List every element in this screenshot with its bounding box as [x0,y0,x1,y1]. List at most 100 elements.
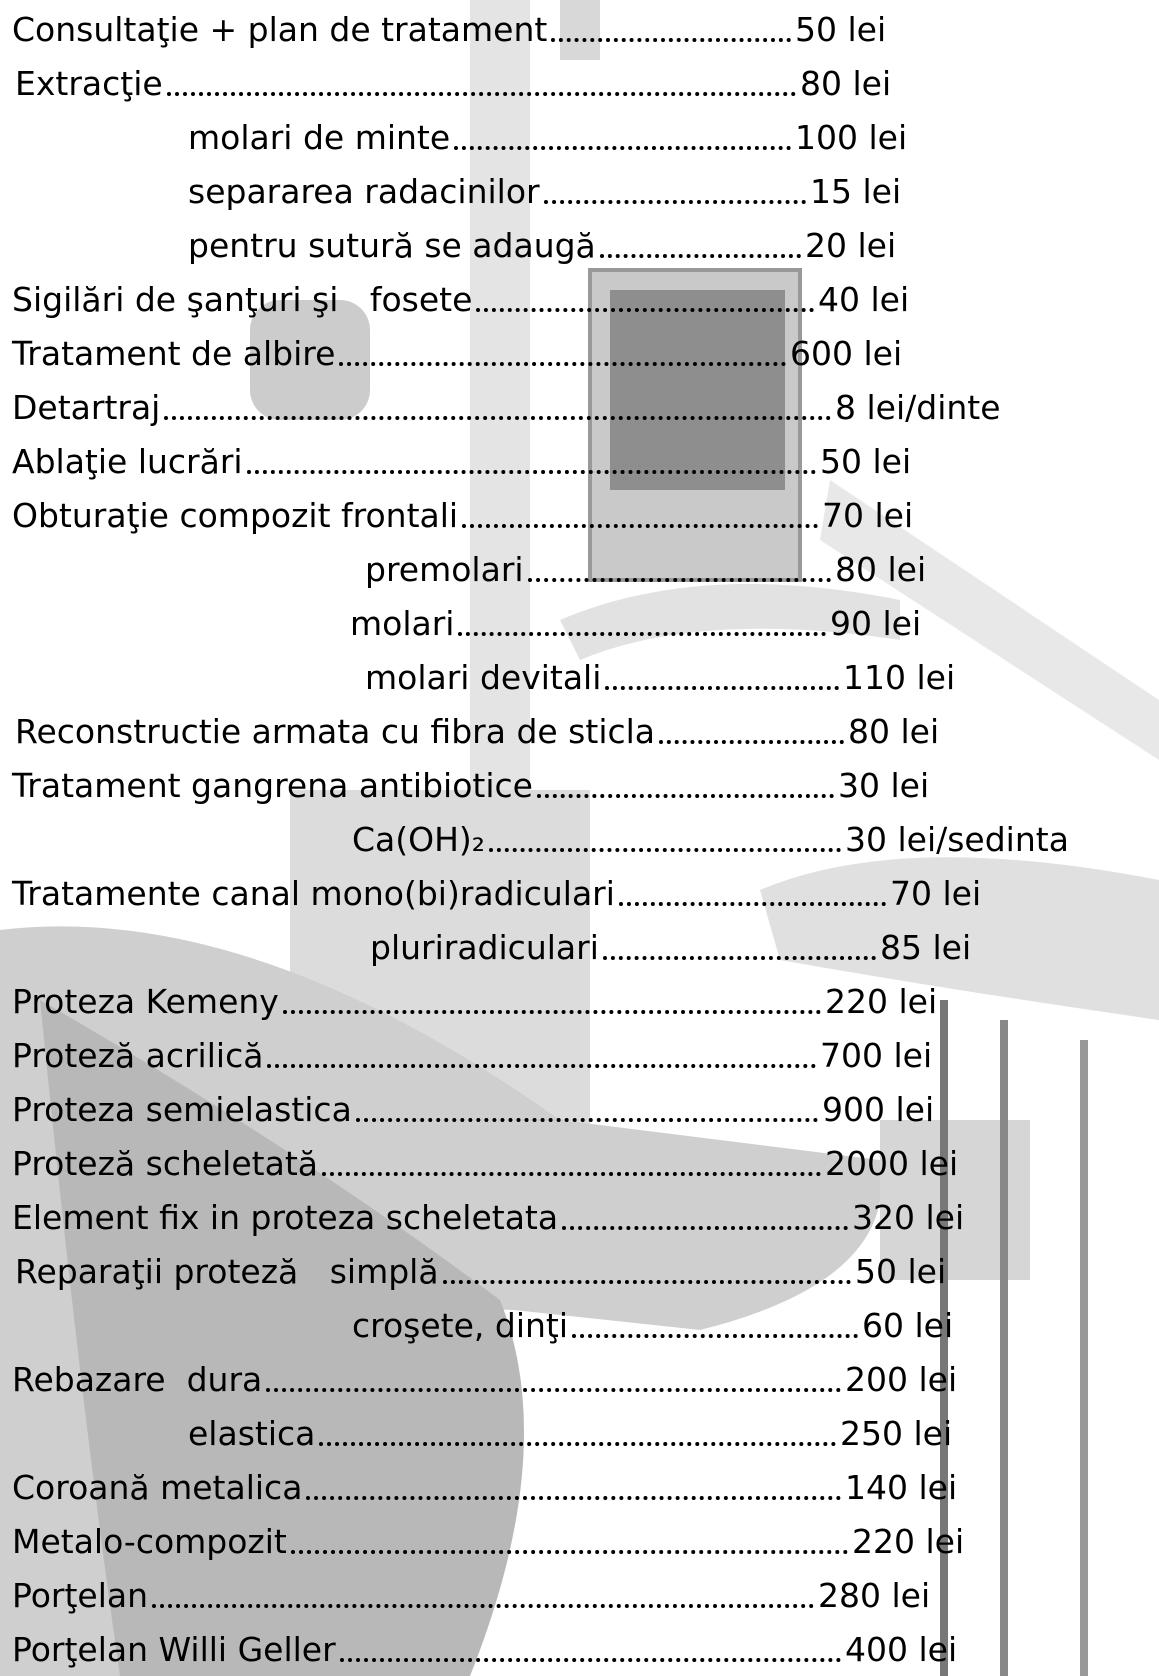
service-price: 80 lei [848,712,940,751]
service-price: 900 lei [822,1090,935,1129]
service-label: Tratament de albire [12,334,336,373]
service-price: 140 lei [845,1468,958,1507]
service-label: Tratament gangrena antibiotice [12,766,533,805]
price-row: Sigilări de şanţuri şi fosete 40 lei [0,278,1159,322]
price-row: Proteză acrilică 700 lei [0,1034,1159,1078]
price-row: pluriradiculari 85 lei [0,926,1159,970]
service-label: Proteza semielastica [12,1090,352,1129]
service-price: 60 lei [862,1306,954,1345]
price-row: molari de minte 100 lei [0,116,1159,160]
service-price: 100 lei [795,118,908,157]
service-price: 50 lei [795,10,887,49]
dot-leader [356,1118,818,1122]
dot-leader [537,794,834,798]
service-price: 220 lei [825,982,938,1021]
service-price: 85 lei [880,928,972,967]
service-label: Reconstructie armata cu fibra de sticla [15,712,656,751]
dot-leader [167,92,796,96]
dot-leader [339,362,786,366]
dot-leader [551,38,791,42]
price-row: molari devitali 110 lei [0,656,1159,700]
service-price: 320 lei [852,1198,965,1237]
service-label: Coroană metalica [12,1468,303,1507]
service-price: 200 lei [845,1360,958,1399]
service-label: molari [350,604,455,643]
service-price: 280 lei [818,1576,931,1615]
service-price: 110 lei [843,658,956,697]
dot-leader [605,686,839,690]
service-price: 30 lei [838,766,930,805]
service-label: pluriradiculari [370,928,599,967]
dot-leader [291,1550,848,1554]
service-label: Extracţie [15,64,163,103]
dot-leader [164,416,831,420]
service-price: 700 lei [820,1036,933,1075]
service-price: 50 lei [820,442,912,481]
dot-leader [306,1496,841,1500]
dot-leader [319,1442,836,1446]
service-label: Proteză acrilică [12,1036,264,1075]
service-price: 8 lei/dinte [835,388,1001,427]
dot-leader [544,200,806,204]
price-row: elastica 250 lei [0,1412,1159,1456]
price-row: Ablaţie lucrări 50 lei [0,440,1159,484]
service-price: 30 lei/sedinta [845,820,1069,859]
service-label: Porţelan Willi Geller [12,1630,336,1669]
price-row: Metalo-compozit 220 lei [0,1520,1159,1564]
service-label: elastica [188,1414,316,1453]
service-label: pentru sutură se adaugă [188,226,596,265]
price-row: Obturaţie compozit frontali 70 lei [0,494,1159,538]
price-row: Proteza Kemeny 220 lei [0,980,1159,1024]
service-label: Element fix in proteza scheletata [12,1198,559,1237]
price-row: Porţelan Willi Geller 400 lei [0,1628,1159,1672]
service-label: separarea radacinilor [188,172,540,211]
price-row: Element fix in proteza scheletata 320 lei [0,1196,1159,1240]
price-row: Rebazare dura 200 lei [0,1358,1159,1402]
dot-leader [462,524,818,528]
service-label: Reparaţii proteză simplă [15,1252,439,1291]
dot-leader [572,1334,858,1338]
price-row: Detartraj 8 lei/dinte [0,386,1159,430]
dot-leader [454,146,791,150]
service-price: 50 lei [855,1252,947,1291]
dot-leader [603,956,876,960]
price-row: Reparaţii proteză simplă 50 lei [0,1250,1159,1294]
dot-leader [266,1388,841,1392]
price-row: Tratament gangrena antibiotice 30 lei [0,764,1159,808]
service-label: Metalo-compozit [12,1522,287,1561]
service-price: 70 lei [890,874,982,913]
price-row: Coroană metalica 140 lei [0,1466,1159,1510]
service-label: Detartraj [12,388,161,427]
service-price: 400 lei [845,1630,958,1669]
service-label: molari de minte [188,118,451,157]
price-row: Consultaţie + plan de tratament 50 lei [0,8,1159,52]
dot-leader [152,1604,814,1608]
service-label: Sigilări de şanţuri şi fosete [12,280,473,319]
dot-leader [443,1280,851,1284]
service-label: Obturaţie compozit frontali [12,496,459,535]
price-row: Tratament de albire 600 lei [0,332,1159,376]
service-price: 80 lei [835,550,927,589]
service-label: Tratamente canal mono(bi)radiculari [12,874,615,913]
service-price: 80 lei [800,64,892,103]
service-label: Proteză scheletată [12,1144,318,1183]
price-row: pentru sutură se adaugă 20 lei [0,224,1159,268]
price-row: Extracţie 80 lei [0,62,1159,106]
dot-leader [562,1226,848,1230]
dot-leader [619,902,886,906]
service-label: Porţelan [12,1576,149,1615]
price-row: Proteza semielastica 900 lei [0,1088,1159,1132]
service-label: Rebazare dura [12,1360,263,1399]
service-price: 90 lei [830,604,922,643]
service-label: Consultaţie + plan de tratament [12,10,548,49]
dot-leader [247,470,816,474]
dot-leader [283,1010,821,1014]
service-label: molari devitali [365,658,602,697]
price-row: separarea radacinilor 15 lei [0,170,1159,214]
dot-leader [340,1658,841,1662]
dot-leader [267,1064,816,1068]
price-row: premolari 80 lei [0,548,1159,592]
dot-leader [659,740,844,744]
service-label: Ablaţie lucrări [12,442,243,481]
